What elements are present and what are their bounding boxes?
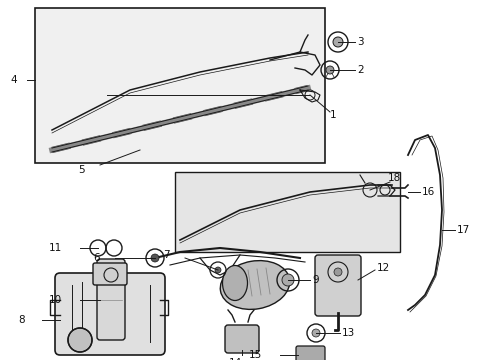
Text: 16: 16: [421, 187, 434, 197]
Text: 8: 8: [19, 315, 25, 325]
Circle shape: [68, 328, 92, 352]
Text: 5: 5: [78, 165, 85, 175]
Text: 17: 17: [456, 225, 469, 235]
Text: 12: 12: [376, 263, 389, 273]
Circle shape: [215, 267, 221, 273]
Text: 4: 4: [10, 75, 17, 85]
FancyBboxPatch shape: [97, 259, 125, 340]
Circle shape: [282, 274, 293, 286]
Text: 9: 9: [311, 275, 318, 285]
Text: 15: 15: [248, 350, 262, 360]
Text: 11: 11: [49, 243, 62, 253]
Text: 6: 6: [93, 253, 100, 263]
Circle shape: [333, 268, 341, 276]
Text: 13: 13: [341, 328, 354, 338]
FancyBboxPatch shape: [314, 255, 360, 316]
Text: 7: 7: [163, 250, 170, 260]
Text: 1: 1: [329, 110, 336, 120]
FancyBboxPatch shape: [295, 346, 325, 360]
Circle shape: [332, 37, 342, 47]
Circle shape: [311, 329, 319, 337]
Ellipse shape: [222, 266, 247, 301]
Circle shape: [151, 254, 159, 262]
FancyBboxPatch shape: [55, 273, 164, 355]
Text: 3: 3: [356, 37, 363, 47]
Ellipse shape: [220, 261, 289, 309]
Text: 2: 2: [356, 65, 363, 75]
FancyBboxPatch shape: [224, 325, 259, 353]
Text: 18: 18: [387, 173, 401, 183]
Bar: [35, 8, 325, 163]
FancyBboxPatch shape: [93, 263, 127, 285]
Circle shape: [325, 66, 333, 74]
Text: 10: 10: [49, 295, 62, 305]
Text: 14: 14: [228, 358, 241, 360]
Bar: [175, 172, 399, 252]
